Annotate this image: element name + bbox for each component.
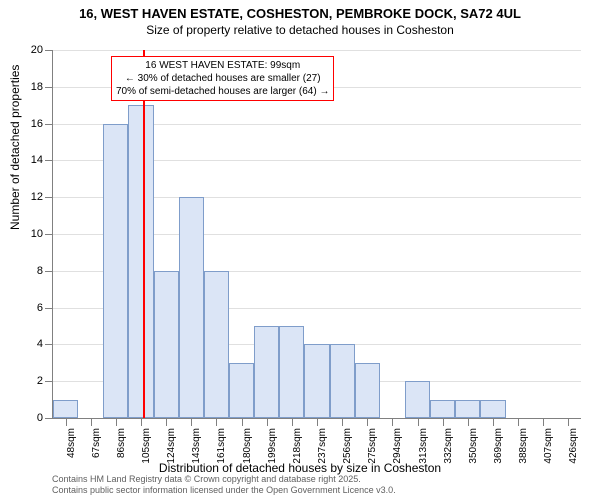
x-tick bbox=[292, 418, 293, 426]
x-tick bbox=[543, 418, 544, 426]
histogram-bar bbox=[204, 271, 229, 418]
y-tick bbox=[45, 197, 53, 198]
x-tick bbox=[116, 418, 117, 426]
histogram-bar bbox=[304, 344, 329, 418]
histogram-bar bbox=[179, 197, 204, 418]
x-tick bbox=[216, 418, 217, 426]
y-tick bbox=[45, 344, 53, 345]
attribution-line1: Contains HM Land Registry data © Crown c… bbox=[52, 474, 396, 485]
y-tick-label: 6 bbox=[18, 302, 43, 314]
x-tick bbox=[518, 418, 519, 426]
y-tick bbox=[45, 160, 53, 161]
x-tick bbox=[141, 418, 142, 426]
attribution-text: Contains HM Land Registry data © Crown c… bbox=[52, 474, 396, 496]
x-axis-title: Distribution of detached houses by size … bbox=[0, 461, 600, 475]
histogram-bar bbox=[455, 400, 480, 418]
y-tick bbox=[45, 124, 53, 125]
histogram-chart: 16, WEST HAVEN ESTATE, COSHESTON, PEMBRO… bbox=[0, 0, 600, 500]
x-tick bbox=[267, 418, 268, 426]
histogram-bar bbox=[405, 381, 430, 418]
y-tick-label: 10 bbox=[18, 228, 43, 240]
y-tick bbox=[45, 234, 53, 235]
y-tick bbox=[45, 87, 53, 88]
x-tick bbox=[493, 418, 494, 426]
histogram-bar bbox=[330, 344, 355, 418]
y-tick bbox=[45, 50, 53, 51]
x-tick bbox=[191, 418, 192, 426]
annotation-box: 16 WEST HAVEN ESTATE: 99sqm← 30% of deta… bbox=[111, 56, 334, 101]
x-tick bbox=[166, 418, 167, 426]
histogram-bar bbox=[53, 400, 78, 418]
y-tick-label: 2 bbox=[18, 375, 43, 387]
chart-title: 16, WEST HAVEN ESTATE, COSHESTON, PEMBRO… bbox=[0, 0, 600, 23]
grid-line bbox=[53, 50, 581, 51]
y-tick-label: 8 bbox=[18, 265, 43, 277]
y-tick bbox=[45, 381, 53, 382]
x-tick bbox=[66, 418, 67, 426]
plot-area: 0246810121416182048sqm67sqm86sqm105sqm12… bbox=[52, 50, 581, 419]
histogram-bar bbox=[128, 105, 153, 418]
histogram-bar bbox=[229, 363, 254, 418]
histogram-bar bbox=[355, 363, 380, 418]
y-tick-label: 20 bbox=[18, 44, 43, 56]
property-marker-line bbox=[143, 50, 145, 418]
y-tick bbox=[45, 271, 53, 272]
x-tick bbox=[91, 418, 92, 426]
histogram-bar bbox=[103, 124, 128, 418]
annotation-line: 70% of semi-detached houses are larger (… bbox=[116, 85, 329, 98]
y-tick-label: 18 bbox=[18, 81, 43, 93]
annotation-line: 16 WEST HAVEN ESTATE: 99sqm bbox=[116, 59, 329, 72]
x-tick bbox=[568, 418, 569, 426]
x-tick bbox=[418, 418, 419, 426]
y-tick-label: 12 bbox=[18, 191, 43, 203]
x-tick bbox=[468, 418, 469, 426]
y-tick-label: 0 bbox=[18, 412, 43, 424]
histogram-bar bbox=[279, 326, 304, 418]
y-tick-label: 14 bbox=[18, 154, 43, 166]
histogram-bar bbox=[154, 271, 179, 418]
x-tick bbox=[342, 418, 343, 426]
chart-subtitle: Size of property relative to detached ho… bbox=[0, 23, 600, 41]
y-tick-label: 16 bbox=[18, 118, 43, 130]
annotation-line: ← 30% of detached houses are smaller (27… bbox=[116, 72, 329, 85]
x-tick bbox=[367, 418, 368, 426]
histogram-bar bbox=[254, 326, 279, 418]
histogram-bar bbox=[430, 400, 455, 418]
x-tick bbox=[443, 418, 444, 426]
y-tick bbox=[45, 308, 53, 309]
x-tick bbox=[317, 418, 318, 426]
histogram-bar bbox=[480, 400, 505, 418]
attribution-line2: Contains public sector information licen… bbox=[52, 485, 396, 496]
y-tick bbox=[45, 418, 53, 419]
x-tick bbox=[392, 418, 393, 426]
y-tick-label: 4 bbox=[18, 338, 43, 350]
x-tick bbox=[242, 418, 243, 426]
